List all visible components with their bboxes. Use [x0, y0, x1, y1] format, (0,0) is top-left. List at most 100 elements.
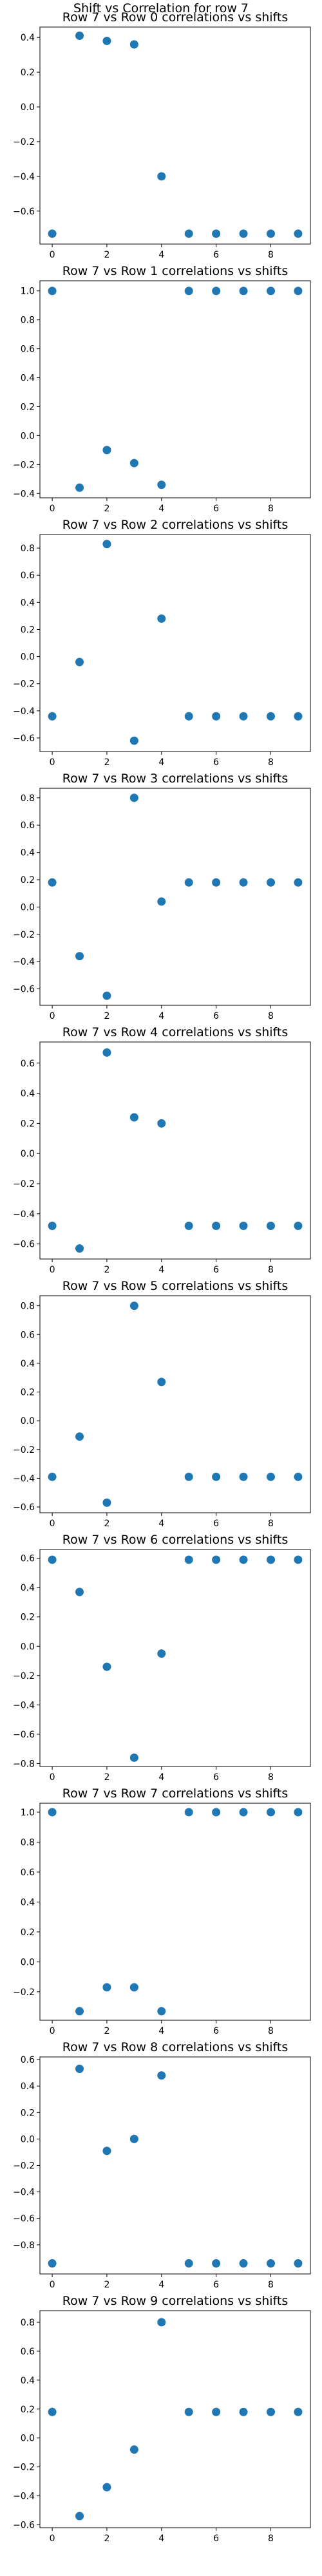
subplot-frame [39, 1295, 311, 1513]
y-tick-label: −0.2 [13, 930, 35, 940]
data-point [48, 1808, 57, 1817]
data-point [266, 2259, 275, 2268]
data-point [184, 1555, 193, 1564]
data-point [102, 1662, 111, 1671]
x-tick-label: 8 [268, 1265, 274, 1275]
data-point [239, 712, 248, 721]
y-tick-label: −0.2 [13, 679, 35, 690]
data-point [129, 2445, 138, 2454]
data-point [184, 2407, 193, 2416]
data-point [212, 2259, 221, 2268]
data-point [184, 229, 193, 238]
data-point [266, 878, 275, 887]
y-tick-label: 0.6 [21, 820, 35, 831]
y-tick-label: −0.4 [13, 706, 35, 717]
y-tick-label: −0.2 [13, 2161, 35, 2172]
data-point [75, 658, 84, 667]
y-tick-label: 0.0 [21, 102, 35, 113]
data-point [48, 1472, 57, 1481]
x-tick-label: 2 [104, 1265, 109, 1275]
data-point [102, 2146, 111, 2155]
data-point [75, 2007, 84, 2016]
data-point [294, 1808, 303, 1817]
x-tick-label: 4 [158, 1011, 164, 1021]
data-point [266, 1472, 275, 1481]
x-tick-label: 0 [50, 1011, 55, 1021]
data-point [266, 1222, 275, 1231]
x-tick-label: 8 [268, 1519, 274, 1529]
data-point [129, 1113, 138, 1122]
x-tick-label: 4 [158, 2533, 164, 2544]
data-point [239, 2407, 248, 2416]
y-tick-label: −0.6 [13, 207, 35, 217]
data-point [129, 40, 138, 49]
y-tick-label: −0.6 [13, 1730, 35, 1740]
data-point [184, 1808, 193, 1817]
x-tick-label: 0 [50, 1265, 55, 1275]
y-tick-label: 0.4 [21, 2081, 35, 2092]
data-point [102, 991, 111, 1000]
x-tick-label: 2 [104, 1772, 109, 1783]
y-tick-label: 0.4 [21, 1089, 35, 1099]
y-tick-label: 0.6 [21, 2347, 35, 2357]
x-tick-label: 0 [50, 757, 55, 768]
y-tick-label: −0.2 [13, 1445, 35, 1455]
data-point [239, 878, 248, 887]
data-point [212, 1472, 221, 1481]
data-point [294, 229, 303, 238]
data-point [157, 897, 166, 906]
x-tick-label: 0 [50, 2026, 55, 2036]
y-tick-label: −0.4 [13, 2492, 35, 2502]
x-tick-label: 2 [104, 1519, 109, 1529]
x-tick-label: 8 [268, 504, 274, 514]
data-point [102, 1048, 111, 1057]
data-point [75, 1244, 84, 1253]
y-tick-label: 0.0 [21, 902, 35, 913]
y-tick-label: 0.2 [21, 1388, 35, 1398]
y-tick-label: 0.0 [21, 1957, 35, 1967]
y-tick-label: 0.4 [21, 598, 35, 608]
x-tick-label: 2 [104, 250, 109, 260]
y-tick-label: 1.0 [21, 1808, 35, 1818]
y-tick-label: 0.2 [21, 875, 35, 886]
x-tick-label: 6 [213, 2026, 219, 2036]
y-tick-label: −0.6 [13, 1502, 35, 1513]
data-point [294, 2407, 303, 2416]
x-tick-label: 6 [213, 757, 219, 768]
x-tick-label: 6 [213, 2280, 219, 2290]
y-tick-label: 0.2 [21, 402, 35, 412]
y-tick-label: −0.4 [13, 489, 35, 499]
data-point [75, 2064, 84, 2073]
x-tick-label: 8 [268, 250, 274, 260]
y-tick-label: −0.4 [13, 1473, 35, 1484]
subplot-title: Row 7 vs Row 5 correlations vs shifts [62, 1279, 289, 1293]
data-point [184, 712, 193, 721]
data-point [157, 1649, 166, 1658]
x-tick-label: 8 [268, 2026, 274, 2036]
data-point [129, 793, 138, 802]
y-tick-label: 0.8 [21, 1837, 35, 1848]
data-point [129, 2134, 138, 2143]
x-tick-label: 6 [213, 250, 219, 260]
y-tick-label: 0.6 [21, 1554, 35, 1564]
subplot-frame [39, 788, 311, 1006]
y-tick-label: 0.0 [21, 1642, 35, 1652]
data-point [239, 1222, 248, 1231]
y-tick-label: 0.0 [21, 1416, 35, 1426]
data-point [75, 483, 84, 492]
x-tick-label: 6 [213, 1265, 219, 1275]
data-point [48, 1222, 57, 1231]
x-tick-label: 8 [268, 2280, 274, 2290]
x-tick-label: 8 [268, 2533, 274, 2544]
y-tick-label: 0.6 [21, 345, 35, 355]
data-point [184, 1472, 193, 1481]
y-tick-label: −0.2 [13, 1987, 35, 1998]
data-point [157, 1378, 166, 1387]
data-point [212, 1808, 221, 1817]
y-tick-label: 0.8 [21, 544, 35, 554]
subplot-frame [39, 1041, 311, 1260]
x-tick-label: 0 [50, 2280, 55, 2290]
data-point [48, 287, 57, 296]
subplot-title: Row 7 vs Row 9 correlations vs shifts [62, 2294, 289, 2308]
